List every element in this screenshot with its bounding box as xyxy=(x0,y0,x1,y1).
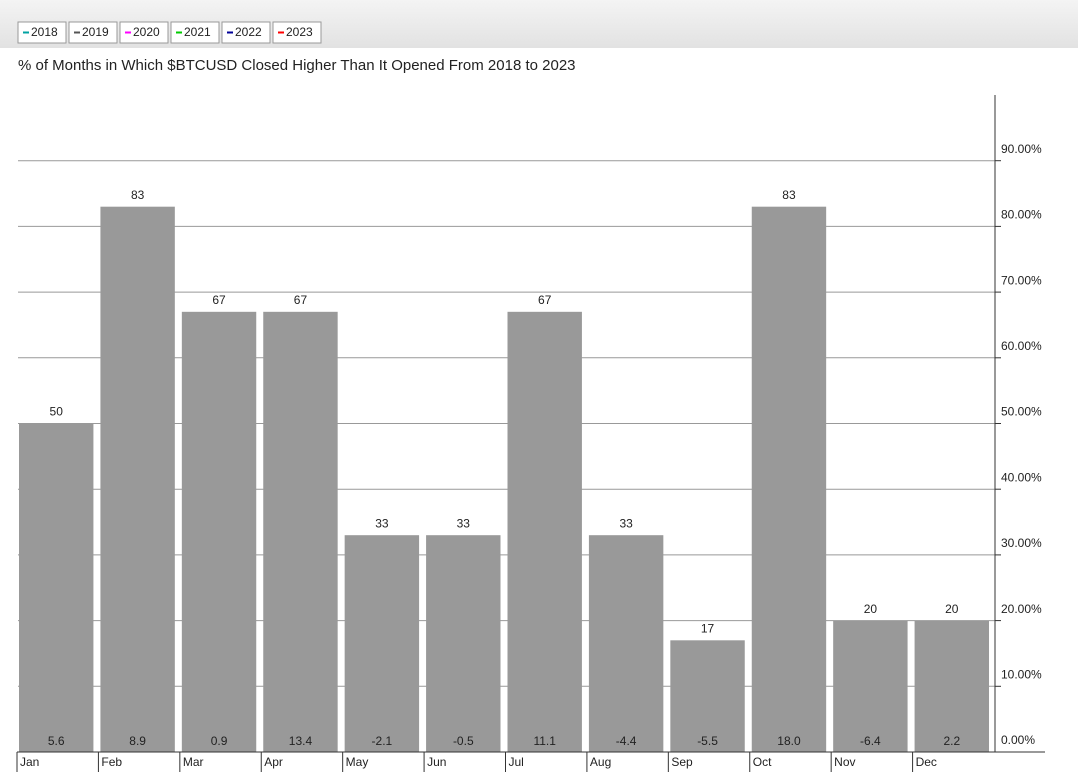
bottom-label: -0.5 xyxy=(453,734,474,748)
legend-button[interactable] xyxy=(221,21,271,44)
y-tick-label: 60.00% xyxy=(1001,339,1042,353)
bottom-label: -6.4 xyxy=(860,734,881,748)
bottom-label: 2.2 xyxy=(943,734,960,748)
legend-label: 2022 xyxy=(235,25,262,39)
data-label: 67 xyxy=(538,293,552,307)
x-tick-label: May xyxy=(346,755,369,769)
data-label: 33 xyxy=(375,516,389,530)
bar xyxy=(507,311,582,752)
bottom-label: 5.6 xyxy=(48,734,65,748)
x-tick-label: Apr xyxy=(264,755,283,769)
bottom-label: 11.1 xyxy=(533,734,556,748)
legend-label: 2020 xyxy=(133,25,160,39)
bar xyxy=(344,535,420,752)
x-tick-label: Nov xyxy=(834,755,855,769)
legend-label: 2019 xyxy=(82,25,109,39)
bottom-label: 13.4 xyxy=(289,734,313,748)
data-label: 50 xyxy=(50,405,64,419)
bottom-label: -4.4 xyxy=(616,734,637,748)
data-label: 83 xyxy=(131,188,145,202)
legend-label: 2021 xyxy=(184,25,211,39)
x-tick-label: Mar xyxy=(183,755,204,769)
legend-button[interactable] xyxy=(272,21,322,44)
bar xyxy=(833,620,908,752)
y-tick-label: 40.00% xyxy=(1001,470,1042,484)
bottom-label: -5.5 xyxy=(697,734,718,748)
data-label: 67 xyxy=(212,293,226,307)
y-tick-label: 30.00% xyxy=(1001,536,1042,550)
data-label: 33 xyxy=(457,516,471,530)
bottom-label: 0.9 xyxy=(211,734,228,748)
y-tick-label: 0.00% xyxy=(1001,733,1035,747)
data-label: 33 xyxy=(619,516,633,530)
x-tick-label: Jan xyxy=(20,755,39,769)
bar xyxy=(19,423,94,752)
legend-button[interactable] xyxy=(170,21,220,44)
legend-label: 2023 xyxy=(286,25,313,39)
bottom-label: 18.0 xyxy=(777,734,801,748)
data-label: 67 xyxy=(294,293,308,307)
data-label: 20 xyxy=(864,602,878,616)
y-tick-label: 10.00% xyxy=(1001,667,1042,681)
bar xyxy=(263,311,338,752)
legend-button[interactable] xyxy=(68,21,118,44)
bar xyxy=(426,535,501,752)
data-label: 17 xyxy=(701,621,715,635)
y-tick-label: 50.00% xyxy=(1001,405,1042,419)
bottom-label: -2.1 xyxy=(372,734,393,748)
x-tick-label: Jun xyxy=(427,755,446,769)
y-tick-label: 70.00% xyxy=(1001,273,1042,287)
bar xyxy=(914,620,989,752)
bar xyxy=(100,206,175,752)
y-tick-label: 90.00% xyxy=(1001,142,1042,156)
y-tick-label: 20.00% xyxy=(1001,602,1042,616)
legend-label: 2018 xyxy=(31,25,58,39)
x-tick-label: Jul xyxy=(509,755,524,769)
x-tick-label: Sep xyxy=(671,755,693,769)
data-label: 83 xyxy=(782,188,796,202)
bar xyxy=(181,311,257,752)
bar xyxy=(751,206,827,752)
chart-title: % of Months in Which $BTCUSD Closed High… xyxy=(18,57,576,74)
legend-button[interactable] xyxy=(119,21,169,44)
y-tick-label: 80.00% xyxy=(1001,208,1042,222)
bar xyxy=(588,535,664,752)
legend-button[interactable] xyxy=(17,21,67,44)
x-tick-label: Aug xyxy=(590,755,611,769)
data-label: 20 xyxy=(945,602,959,616)
x-tick-label: Oct xyxy=(753,755,772,769)
bottom-label: 8.9 xyxy=(129,734,146,748)
bar xyxy=(670,640,745,752)
x-tick-label: Dec xyxy=(916,755,937,769)
x-tick-label: Feb xyxy=(101,755,122,769)
